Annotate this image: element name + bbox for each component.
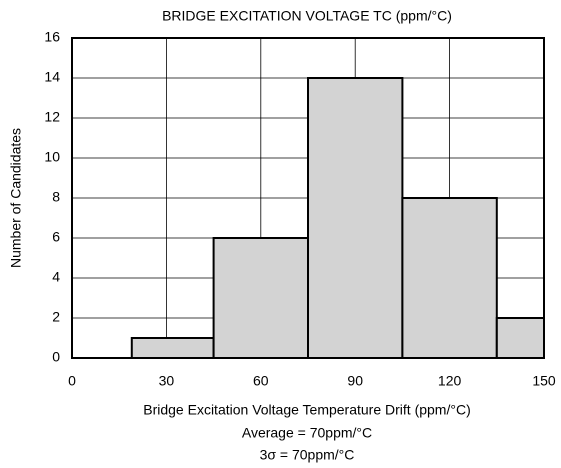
- bar: [212, 237, 310, 359]
- x-tick-label: 0: [68, 373, 76, 389]
- y-tick-label: 0: [52, 349, 60, 365]
- y-tick-label: 10: [44, 149, 60, 165]
- bar: [495, 317, 545, 359]
- y-tick-label: 2: [52, 309, 60, 325]
- annotation: Average = 70ppm/°C: [242, 425, 372, 441]
- y-tick-label: 6: [52, 229, 60, 245]
- bar: [130, 337, 215, 359]
- y-tick-label: 8: [52, 189, 60, 205]
- chart-title: BRIDGE EXCITATION VOLTAGE TC (ppm/°C): [162, 8, 452, 24]
- y-tick-label: 4: [52, 269, 60, 285]
- x-tick-label: 120: [438, 373, 462, 389]
- bar: [401, 197, 498, 359]
- x-tick-label: 60: [253, 373, 269, 389]
- plot-frame: [71, 37, 545, 359]
- y-tick-label: 12: [44, 109, 60, 125]
- x-tick-label: 30: [159, 373, 175, 389]
- y-tick-label: 14: [44, 69, 60, 85]
- x-axis-label: Bridge Excitation Voltage Temperature Dr…: [143, 402, 470, 418]
- x-tick-label: 150: [532, 373, 556, 389]
- y-axis-label: Number of Candidates: [8, 128, 24, 268]
- y-tick-label: 16: [44, 29, 60, 45]
- bar: [307, 77, 404, 359]
- x-tick-label: 90: [347, 373, 363, 389]
- annotation: 3σ = 70ppm/°C: [260, 447, 355, 463]
